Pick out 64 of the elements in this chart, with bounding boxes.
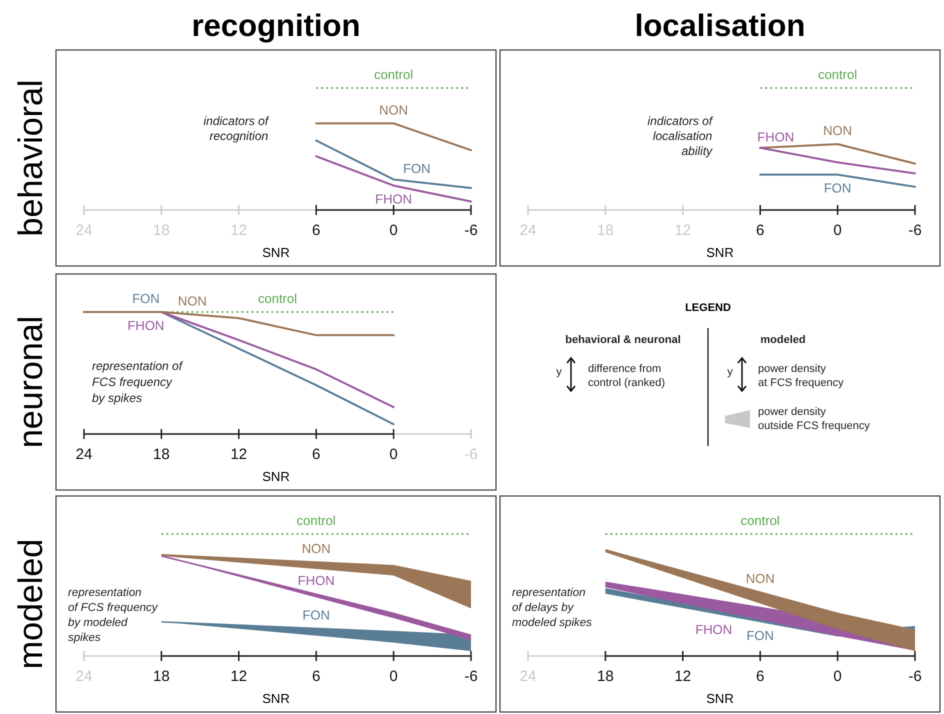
annotation: representation of FCS frequency by spikes <box>92 359 184 405</box>
annotation: indicators of recognition <box>203 114 270 143</box>
x-tick-label: -6 <box>908 668 922 685</box>
series-label: FON <box>132 291 160 306</box>
series-label: NON <box>302 541 331 556</box>
series-label: control <box>258 291 298 306</box>
x-tick-label: 6 <box>312 668 320 685</box>
text: modeled <box>760 334 806 346</box>
series-label: FHON <box>298 573 335 588</box>
series-label: control <box>740 513 780 528</box>
series-label: control <box>818 67 858 82</box>
series-label: FHON <box>757 130 794 145</box>
x-tick-label: 0 <box>389 222 398 239</box>
x-tick-label: 18 <box>153 668 170 685</box>
x-tick-label: -6 <box>908 222 922 239</box>
series-label: NON <box>178 293 207 308</box>
x-tick-label: 6 <box>312 446 320 463</box>
series-label: FHON <box>128 318 164 333</box>
series-label: FHON <box>695 622 732 638</box>
x-tick-label: 12 <box>230 668 248 685</box>
text: y <box>727 366 734 378</box>
x-tick-label: 24 <box>76 446 92 463</box>
x-tick-label: -6 <box>464 668 478 685</box>
x-tick-label: 6 <box>756 668 764 685</box>
x-tick-label: -6 <box>464 222 478 239</box>
series-label: FHON <box>375 192 412 207</box>
y-axis-title: behavioral <box>12 80 50 236</box>
y-axis-title: modeled <box>12 538 50 670</box>
x-axis-title: SNR <box>262 469 290 484</box>
x-tick-label: 0 <box>389 446 398 463</box>
annotation: representation of delays by modeled spikes <box>512 587 592 629</box>
chart-title: localisation <box>634 8 806 43</box>
x-axis-title: SNR <box>262 245 290 260</box>
series-label: FON <box>403 161 431 176</box>
text: power density outside FCS frequency <box>758 406 870 432</box>
series-label: control <box>296 513 336 528</box>
series-label: NON <box>823 123 852 138</box>
x-tick-label: 18 <box>153 446 170 463</box>
series-label: control <box>374 67 414 82</box>
text: LEGEND <box>685 302 731 314</box>
text: y <box>556 366 562 378</box>
annotation: representation of FCS frequency by modeled spikes <box>68 587 159 644</box>
x-tick-label: 12 <box>230 446 248 463</box>
x-tick-label: 12 <box>674 668 692 685</box>
series-label: FON <box>746 628 774 644</box>
x-tick-label: 6 <box>756 222 764 239</box>
annotation: indicators of localisation ability <box>647 114 714 158</box>
x-tick-label: 0 <box>389 668 398 685</box>
x-axis-title: SNR <box>262 691 290 706</box>
series-label: FON <box>302 607 330 622</box>
chart-title: recognition <box>192 8 360 43</box>
text: difference from control (ranked) <box>588 363 666 389</box>
series-label: NON <box>746 571 775 586</box>
x-tick-label: 18 <box>597 668 614 685</box>
text: power density at FCS frequency <box>758 363 844 389</box>
x-tick-label: 0 <box>833 668 842 685</box>
series-label: NON <box>379 102 408 118</box>
x-axis-title: SNR <box>706 245 734 260</box>
series-label: FON <box>824 180 852 196</box>
x-tick-label: 6 <box>312 222 320 239</box>
text: behavioral & neuronal <box>565 334 681 346</box>
x-tick-label: 0 <box>833 222 842 239</box>
y-axis-title: neuronal <box>12 316 50 448</box>
x-axis-title: SNR <box>706 691 734 706</box>
